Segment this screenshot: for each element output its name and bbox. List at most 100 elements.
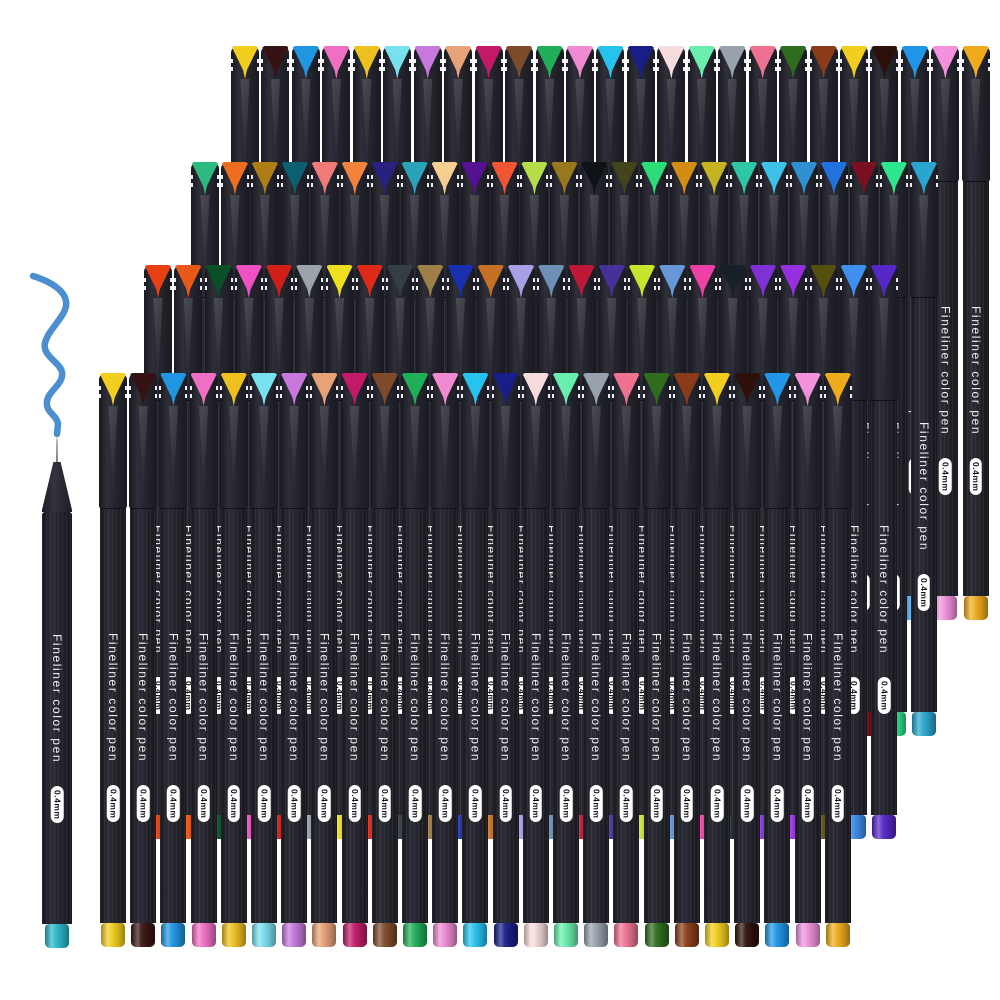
pen-barrel: Fineliner color pen 0.4mm [353,181,380,596]
pen-brand-label: Fineliner color pen [257,422,272,552]
pen-brand-label: Fineliner color pen [725,306,740,436]
pen: Fineliner color pen 0.4mm [596,46,625,620]
pen-clip [229,406,239,509]
pen-brand-label: Fineliner color pen [572,306,587,436]
pen-endcap [388,815,412,839]
pen-tip [521,162,548,195]
pen-clip [758,79,768,182]
pen: Fineliner color pen 0.4mm [840,46,868,620]
pen: Fineliner color pen 0.4mm [340,162,369,736]
pen-tip [220,373,247,406]
pen-barrel: Fineliner color pen 0.4mm [731,297,758,712]
pen-cap [234,265,263,401]
pen: Fineliner color pen 0.4mm [790,162,818,736]
pen-endcap [781,815,806,839]
pen: Fineliner color pen 0.4mm [355,265,384,839]
pen-brand-label: Fineliner color pen [226,633,241,763]
pen-size-label: 0.4mm [787,677,800,715]
pen: Fineliner color pen 0.4mm [535,46,564,620]
pen-size-label: 0.4mm [318,785,331,823]
pen-size-label: 0.4mm [589,785,603,823]
pen-brand-label: Fineliner color pen [407,422,422,552]
pen-barrel: Fineliner color pen 0.4mm [704,508,730,923]
pen-size-label: 0.4mm [272,677,286,715]
pen-endcap [342,923,367,947]
pen-brand-label: Fineliner color pen [907,306,922,436]
pen-endcap [402,712,427,736]
pen-barrel: Fineliner color pen 0.4mm [521,297,548,712]
pen-brand-label: Fineliner color pen [136,633,151,763]
pen-size-label: 0.4mm [378,785,392,823]
pen-size-label: 0.4mm [707,574,721,612]
pen-clip [652,406,662,509]
pen: Fineliner color pen 0.4mm [733,373,762,947]
pen-endcap [372,712,397,736]
pen-endcap [720,815,745,839]
pen-barrel: Fineliner color pen 0.4mm [175,400,202,815]
pen-tip [658,46,685,79]
pen-size-label: 0.4mm [269,458,282,496]
pen-size-label: 0.4mm [634,458,648,496]
pen-cap [931,46,960,182]
pen-size-label: 0.4mm [878,458,891,496]
pen-cap [793,373,822,509]
pen-cap [280,162,309,298]
pen-brand-label: Fineliner color pen [877,306,892,436]
pen: Fineliner color pen 0.4mm [961,46,990,620]
pen-endcap [902,596,927,620]
pen-size-label: 0.4mm [696,677,709,715]
pen-cap [535,46,564,182]
pen-tip [566,46,593,79]
pen-clip [818,79,829,182]
pen-size-label: 0.4mm [605,677,618,715]
pen-cap [730,162,759,298]
pen-cap [597,265,626,401]
pen: Fineliner color pen 0.4mm [658,265,687,839]
pen-endcap [446,596,471,620]
pen-cap [790,162,818,298]
pen-clip [230,195,240,298]
pen-barrel: Fineliner color pen 0.4mm [643,508,670,923]
pen-clip [514,79,524,182]
pen: Fineliner color pen 0.4mm [265,265,293,839]
pen-size-label: 0.4mm [512,458,526,496]
pen-tip [492,373,519,406]
pen-cap [413,46,442,182]
pen-clip [331,79,341,182]
pen-cap [174,265,203,401]
pen-cap [220,162,249,298]
pen-tip [643,373,670,406]
pen-barrel: Fineliner color pen 0.4mm [932,181,959,596]
pen-size-label: 0.4mm [573,458,587,496]
pen-tip [100,373,126,406]
pen-size-label: 0.4mm [817,677,830,715]
pen-endcap [539,815,564,839]
pen-barrel: Fineliner color pen 0.4mm [160,508,187,923]
pen: Fineliner color pen 0.4mm [779,265,808,839]
pen-size-label: 0.4mm [767,574,781,612]
pen-endcap [811,815,836,839]
pen-clip [484,79,494,182]
pen-brand-label: Fineliner color pen [393,525,407,655]
pen-clip [799,195,809,298]
pen-endcap [432,712,457,736]
pen-brand-label: Fineliner color pen [512,306,527,436]
pen-barrel: Fineliner color pen 0.4mm [475,181,502,596]
pen-endcap [582,712,607,736]
pen-clip [697,298,708,401]
pen-size-label: 0.4mm [908,458,922,496]
pen-cap [537,265,566,401]
pen-cap [552,373,580,509]
pen-cap [444,46,473,182]
pen-size-label: 0.4mm [618,574,631,612]
pen-brand-label: Fineliner color pen [664,306,679,436]
pen: Fineliner color pen 0.4mm [383,46,412,620]
pen-size-label: 0.4mm [197,785,210,823]
pen-endcap [872,815,896,839]
pen-brand-label: Fineliner color pen [451,306,466,436]
pen: Fineliner color pen 0.4mm [582,373,611,947]
pen-clip [682,406,692,509]
pen-brand-label: Fineliner color pen [886,422,901,552]
pen-endcap [841,815,866,839]
pen-tip [522,373,549,406]
